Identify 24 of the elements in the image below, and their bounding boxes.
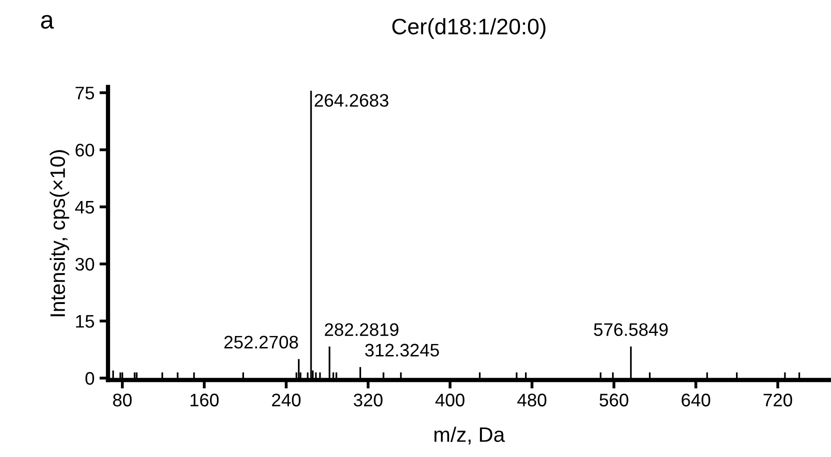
y-tick-label: 75 (76, 86, 94, 100)
y-tick-label: 15 (76, 315, 94, 328)
x-tick-label: 160 (190, 394, 219, 406)
annotation: 282.2819 (324, 323, 398, 336)
x-tick-label: 80 (113, 394, 132, 406)
x-axis-title: m/z, Da (434, 426, 505, 444)
y-tick-label: 30 (75, 258, 94, 271)
x-tick-label: 400 (435, 394, 464, 406)
x-tick-label: 320 (354, 394, 382, 406)
y-tick-label: 0 (85, 372, 94, 385)
annotation: 252.2708 (224, 336, 298, 349)
annotation: 576.5849 (594, 323, 668, 336)
annotation: 264.2683 (314, 94, 388, 107)
y-axis-title: Intensity, cps(×10) (50, 150, 70, 316)
x-tick-label: 480 (517, 394, 546, 406)
x-tick-label: 560 (600, 394, 628, 406)
x-tick-label: 240 (272, 394, 301, 406)
text: a (41, 15, 54, 29)
x-tick-label: 720 (764, 394, 792, 406)
annotation: 312.3245 (365, 344, 439, 357)
y-tick-label: 45 (75, 200, 94, 214)
y-tick-label: 60 (76, 144, 94, 157)
x-tick-label: 640 (682, 394, 710, 406)
chart-title: Cer(d18:1/20:0) (392, 18, 546, 39)
